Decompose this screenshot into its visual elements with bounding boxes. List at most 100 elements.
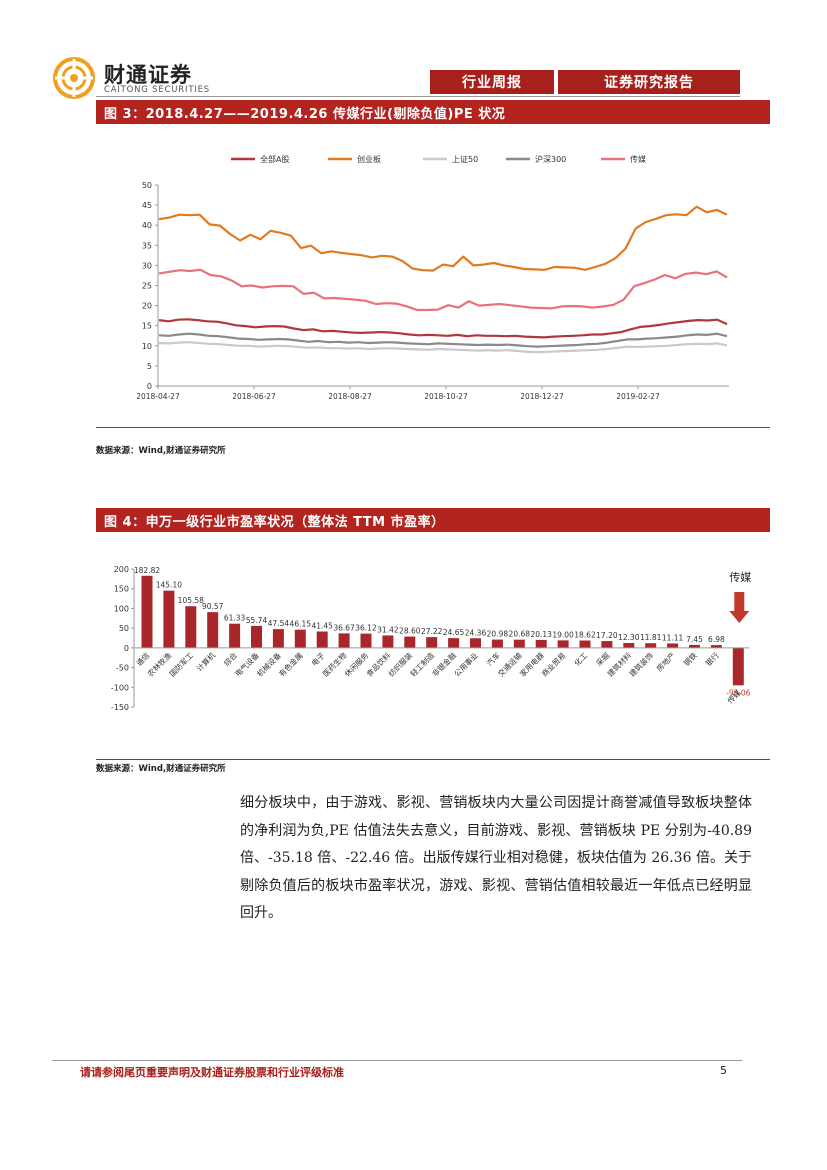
y-tick-label: -100 (111, 683, 129, 692)
legend-label: 沪深300 (535, 154, 566, 164)
y-tick-label: -50 (116, 664, 129, 673)
fig4-title: 图 4：申万一级行业市盈率状况（整体法 TTM 市盈率） (96, 508, 770, 532)
bar-公用事业 (470, 638, 481, 648)
bar-value-label: 6.98 (708, 635, 725, 644)
y-tick-label: 45 (142, 201, 152, 210)
bar-value-label: 36.67 (333, 623, 355, 632)
bar-value-label: 47.54 (268, 619, 290, 628)
bar-value-label: 20.68 (509, 630, 531, 639)
bar-value-label: 61.33 (224, 614, 246, 623)
bar-value-label: 41.45 (311, 622, 333, 631)
y-tick-label: 40 (142, 221, 152, 230)
bar-商业贸易 (557, 640, 569, 648)
company-logo: 财通证券 CAITONG SECURITIES (52, 56, 222, 100)
series-line-上证50 (158, 341, 728, 354)
bar-value-label: 90.57 (202, 602, 224, 611)
bar-value-label: 11.11 (662, 633, 684, 642)
category-label: 计算机 (194, 650, 217, 673)
legend-item: 上证50 (423, 155, 478, 164)
bar-综合 (229, 623, 241, 648)
legend-label: 传媒 (630, 154, 646, 164)
y-tick-label: 35 (142, 241, 152, 250)
bar-value-label: 17.20 (596, 631, 618, 640)
category-label: 公用事业 (452, 650, 481, 679)
category-label: 综合 (221, 650, 239, 668)
logo-emblem-icon (53, 57, 95, 99)
page-number: 5 (720, 1064, 727, 1077)
bar-value-label: 18.62 (574, 631, 596, 640)
bar-钢铁 (689, 644, 700, 648)
bar-value-label: 27.22 (421, 627, 443, 636)
bar-计算机 (207, 612, 219, 648)
fig4-bottom-rule (96, 759, 770, 760)
bar-value-label: 105.58 (178, 596, 204, 605)
bar-电气设备 (251, 625, 262, 648)
bar-农林牧渔 (163, 590, 175, 648)
bar-value-label: 145.10 (156, 581, 182, 590)
y-tick-label: 0 (124, 644, 129, 653)
header-tab-weekly: 行业周报 (430, 70, 554, 94)
category-label: 电子 (309, 650, 327, 668)
bar-食品饮料 (382, 635, 394, 648)
y-tick-label: 50 (119, 624, 129, 633)
series-line-传媒 (158, 268, 728, 312)
bar-value-label: -95.06 (726, 688, 750, 697)
bar-value-label: 11.81 (640, 633, 662, 642)
y-tick-label: 20 (142, 302, 152, 311)
y-tick-label: 15 (142, 322, 152, 331)
y-tick-label: 5 (147, 362, 152, 371)
bar-建筑材料 (623, 643, 635, 648)
bar-医药生物 (338, 633, 350, 648)
bar-value-label: 31.42 (377, 625, 399, 634)
y-tick-label: 25 (142, 282, 152, 291)
category-label: 汽车 (484, 650, 502, 668)
category-label: 建筑装饰 (627, 650, 656, 679)
bar-轻工制造 (426, 637, 438, 648)
bar-采掘 (601, 641, 613, 648)
bar-交通运输 (513, 639, 525, 648)
brand-name-cn: 财通证券 (104, 62, 192, 87)
fig3-line-chart: 0 5 10 15 20 25 30 35 40 45 50 2018-04-27 2018-06-27… (136, 154, 729, 401)
fig3-bottom-rule (96, 427, 770, 428)
bar-通信 (141, 575, 153, 648)
y-tick-label: 200 (114, 565, 129, 574)
bar-机械设备 (272, 629, 284, 648)
media-callout-label: 传媒 (729, 571, 751, 584)
fig4-source: 数据来源：Wind,财通证券研究所 (96, 764, 226, 774)
category-label: 房地产 (654, 650, 677, 673)
category-label: 商业贸易 (539, 650, 567, 678)
fig3-source: 数据来源：Wind,财通证券研究所 (96, 446, 226, 456)
bar-value-label: 7.45 (686, 635, 703, 644)
y-tick-label: 10 (142, 342, 152, 351)
bar-value-label: 12.30 (618, 633, 640, 642)
category-label: 通信 (134, 650, 152, 668)
x-tick-label: 2018-10-27 (424, 392, 468, 401)
x-tick-label: 2018-08-27 (328, 392, 372, 401)
bar-value-label: 182.82 (134, 566, 160, 575)
x-tick-label: 2018-12-27 (520, 392, 564, 401)
bar-银行 (710, 645, 722, 648)
series-line-创业板 (158, 205, 728, 272)
body-paragraph: 细分板块中，由于游戏、影视、营销板块内大量公司因提计商誉减值导致板块整体的净利润… (240, 795, 752, 921)
series-line-沪深300 (158, 332, 728, 348)
callout-down-arrow-icon (729, 592, 750, 623)
bar-汽车 (491, 639, 503, 648)
y-tick-label: 50 (142, 181, 152, 190)
bar-休闲服务 (360, 633, 372, 648)
bar-value-label: 55.74 (246, 616, 268, 625)
category-label: 国防军工 (167, 650, 196, 679)
legend-item: 沪深300 (506, 154, 566, 164)
legend-item: 全部A股 (231, 154, 289, 164)
footer-divider (52, 1060, 742, 1061)
x-tick-label: 2019-02-27 (616, 392, 660, 401)
bar-value-label: 36.12 (355, 624, 377, 633)
bar-value-label: 19.00 (552, 630, 574, 639)
y-tick-label: 0 (147, 382, 152, 391)
bar-value-label: 28.60 (399, 627, 421, 636)
bar-电子 (316, 631, 328, 648)
category-label: 采掘 (594, 650, 612, 668)
legend-item: 创业板 (328, 154, 381, 164)
y-tick-label: 30 (142, 261, 152, 270)
bar-纺织服装 (404, 636, 416, 648)
bar-非银金融 (448, 638, 460, 648)
